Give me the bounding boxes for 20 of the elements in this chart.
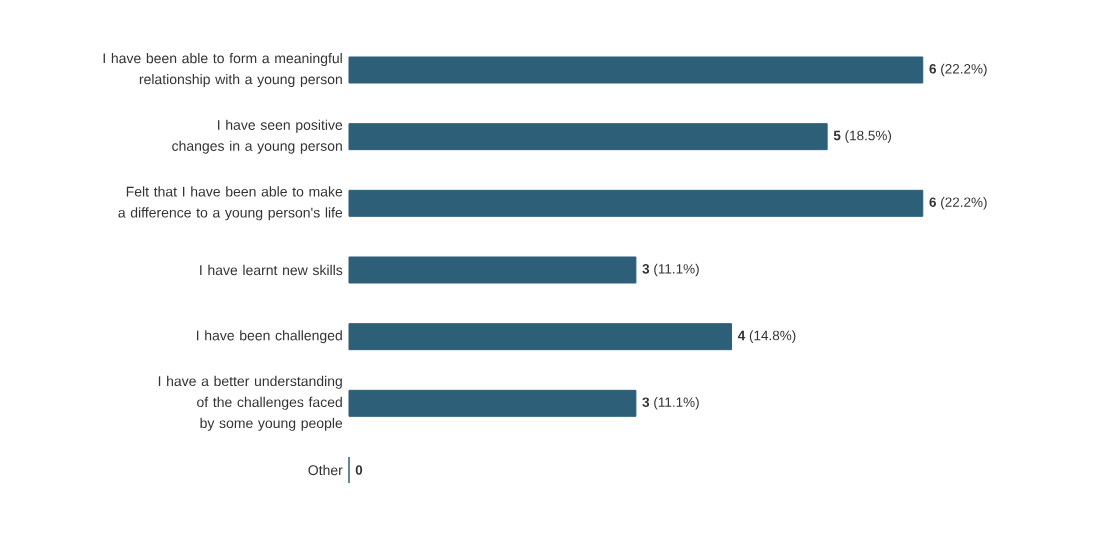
data-label: 6 (22.2%) xyxy=(929,63,987,77)
y-tick-label: Other xyxy=(308,464,343,476)
y-tick-label: Felt that I have been able to make a difference to a young person's life xyxy=(118,186,343,221)
bar xyxy=(348,256,637,284)
data-label: 6 (22.2%) xyxy=(929,197,987,210)
bar xyxy=(348,189,924,217)
y-tick-label: I have been able to form a meaningful relationship with a young person xyxy=(103,52,342,88)
bar xyxy=(348,323,733,351)
data-label: 3 (11.1%) xyxy=(642,263,699,277)
data-label: 3 (11.1%) xyxy=(642,397,699,410)
y-tick-label: I have seen positive changes in a young person xyxy=(172,119,343,154)
y-tick-label: I have a better understanding of the challenges faced by some young people xyxy=(158,375,343,431)
bar xyxy=(348,123,828,151)
y-tick-label: I have learnt new skills xyxy=(200,264,343,276)
y-tick-label: I have been challenged xyxy=(196,330,342,344)
data-label: 0 xyxy=(355,465,363,475)
bar xyxy=(348,389,637,417)
bar xyxy=(348,56,924,84)
data-label: 4 (14.8%) xyxy=(737,330,796,343)
data-label: 5 (18.5%) xyxy=(833,130,892,143)
